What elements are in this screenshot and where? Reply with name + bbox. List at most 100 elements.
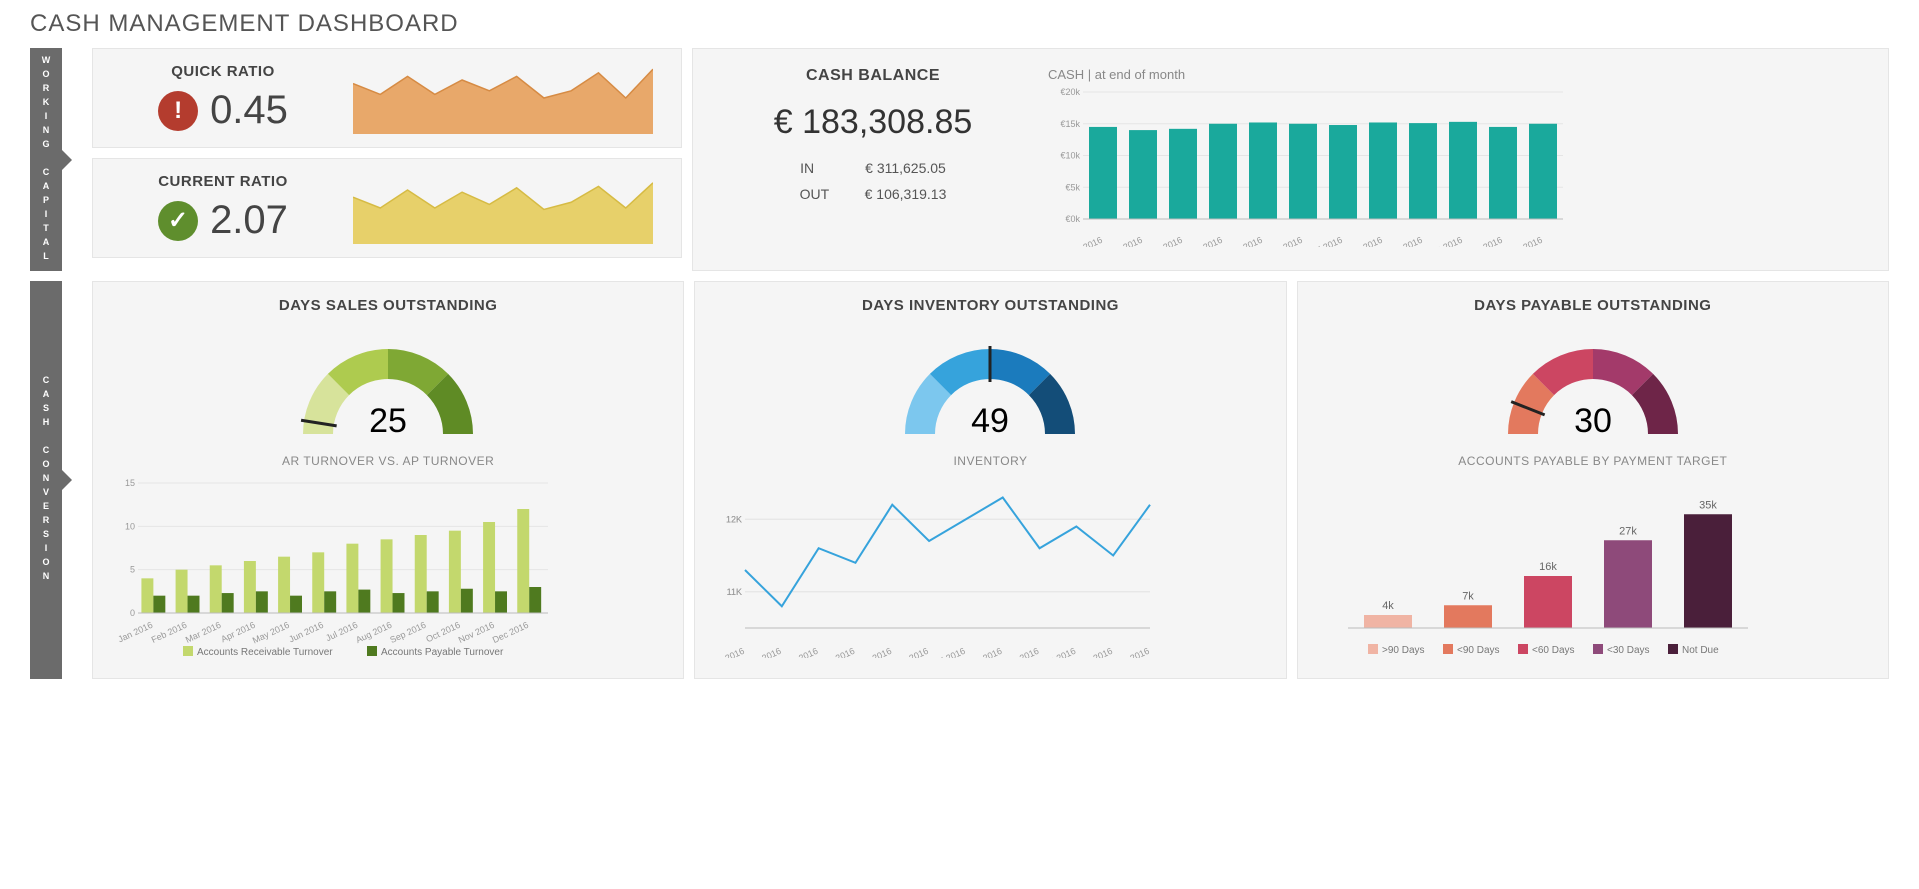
svg-text:Jul 2016: Jul 2016	[932, 646, 967, 658]
svg-text:<90 Days: <90 Days	[1457, 645, 1500, 656]
svg-text:May 2016: May 2016	[1224, 235, 1264, 247]
cash-bar-chart: €0k €5k €10k €15k €20k Jan 2016Feb 2016Mar 20…	[1048, 87, 1568, 247]
svg-text:Mar 2016: Mar 2016	[781, 646, 820, 658]
svg-text:Jun 2016: Jun 2016	[287, 620, 325, 645]
cash-conversion-section: CASH CONVERSION DAYS SALES OUTSTANDING 2…	[30, 281, 1889, 679]
svg-text:€20k: €20k	[1060, 87, 1080, 97]
svg-text:5: 5	[130, 565, 135, 575]
svg-text:Aug 2016: Aug 2016	[965, 646, 1004, 658]
cash-in-value: € 311,625.05	[865, 160, 946, 176]
svg-text:Jul 2016: Jul 2016	[1309, 235, 1344, 247]
svg-text:Not Due: Not Due	[1682, 645, 1719, 656]
quick-ratio-value: 0.45	[210, 88, 288, 133]
current-ratio-title: CURRENT RATIO	[113, 173, 333, 190]
svg-text:10: 10	[125, 521, 135, 531]
svg-text:Dec 2016: Dec 2016	[1505, 235, 1544, 247]
svg-text:€15k: €15k	[1060, 119, 1080, 129]
quick-ratio-card: QUICK RATIO ! 0.45	[92, 48, 682, 148]
dpo-subtitle: ACCOUNTS PAYABLE BY PAYMENT TARGET	[1318, 454, 1868, 468]
dso-title: DAYS SALES OUTSTANDING	[113, 297, 663, 314]
svg-text:4k: 4k	[1382, 600, 1394, 612]
svg-text:30: 30	[1574, 402, 1612, 440]
svg-text:12K: 12K	[726, 514, 742, 524]
dpo-card: DAYS PAYABLE OUTSTANDING 30 ACCOUNTS PAY…	[1297, 281, 1889, 679]
svg-text:Feb 2016: Feb 2016	[150, 620, 189, 645]
cash-out-value: € 106,319.13	[865, 186, 947, 202]
current-ratio-sparkline	[353, 172, 653, 244]
svg-text:May 2016: May 2016	[853, 646, 893, 658]
svg-text:Oct 2016: Oct 2016	[424, 620, 461, 645]
svg-text:35k: 35k	[1699, 499, 1717, 511]
dio-subtitle: INVENTORY	[715, 454, 1265, 468]
svg-text:Accounts Receivable Turnover: Accounts Receivable Turnover	[197, 647, 333, 658]
inventory-line-chart: 11K11K12K12KJan 2016Feb 2016Mar 2016Apr …	[715, 478, 1155, 658]
svg-text:Jun 2016: Jun 2016	[1266, 235, 1304, 247]
quick-ratio-sparkline	[353, 62, 653, 134]
svg-text:7k: 7k	[1462, 590, 1474, 602]
svg-text:Aug 2016: Aug 2016	[354, 620, 393, 645]
svg-text:49: 49	[972, 402, 1010, 440]
check-icon: ✓	[158, 201, 198, 241]
svg-text:<30 Days: <30 Days	[1607, 645, 1650, 656]
svg-text:Apr 2016: Apr 2016	[1187, 235, 1224, 247]
alert-icon: !	[158, 91, 198, 131]
payable-bar-chart: 4k 7k 16k 27k 35k >90 Days <90 Days <60 Days <30…	[1318, 478, 1758, 658]
svg-text:Jan 2016: Jan 2016	[1066, 235, 1104, 247]
svg-text:€5k: €5k	[1065, 182, 1080, 192]
svg-text:Nov 2016: Nov 2016	[1075, 646, 1114, 658]
dio-gauge: 49	[880, 324, 1100, 444]
svg-text:Mar 2016: Mar 2016	[1145, 235, 1184, 247]
svg-text:Dec 2016: Dec 2016	[491, 620, 530, 645]
svg-text:Feb 2016: Feb 2016	[744, 646, 783, 658]
svg-text:Mar 2016: Mar 2016	[184, 620, 223, 645]
cash-out-label: OUT	[800, 186, 840, 202]
dpo-gauge: 30	[1483, 324, 1703, 444]
svg-text:Nov 2016: Nov 2016	[457, 620, 496, 645]
dpo-title: DAYS PAYABLE OUTSTANDING	[1318, 297, 1868, 314]
svg-text:Jan 2016: Jan 2016	[715, 646, 746, 658]
dio-card: DAYS INVENTORY OUTSTANDING 49 INVENTORY …	[694, 281, 1286, 679]
quick-ratio-title: QUICK RATIO	[113, 63, 333, 80]
svg-text:Accounts Payable Turnover: Accounts Payable Turnover	[381, 647, 504, 658]
svg-text:€10k: €10k	[1060, 151, 1080, 161]
svg-text:11K: 11K	[727, 587, 742, 597]
svg-text:>90 Days: >90 Days	[1382, 645, 1425, 656]
working-capital-tab: WORKING CAPITAL	[30, 48, 62, 271]
svg-text:Jun 2016: Jun 2016	[892, 646, 930, 658]
dio-title: DAYS INVENTORY OUTSTANDING	[715, 297, 1265, 314]
svg-text:Feb 2016: Feb 2016	[1105, 235, 1144, 247]
cash-balance-card: CASH BALANCE € 183,308.85 IN € 311,625.05…	[692, 48, 1889, 271]
svg-text:Sep 2016: Sep 2016	[1002, 646, 1041, 658]
dso-subtitle: AR TURNOVER VS. AP TURNOVER	[113, 454, 663, 468]
svg-text:25: 25	[369, 402, 407, 440]
svg-text:Apr 2016: Apr 2016	[819, 646, 856, 658]
svg-text:0: 0	[130, 608, 135, 618]
svg-text:Oct 2016: Oct 2016	[1040, 646, 1077, 658]
dso-card: DAYS SALES OUTSTANDING 25 AR TURNOVER VS…	[92, 281, 684, 679]
ar-ap-turnover-chart: 0 5 10 15 Jan 2016Feb 2016Mar 2016Apr 2016Ma…	[113, 478, 553, 658]
dso-gauge: 25	[278, 324, 498, 444]
cash-balance-value: € 183,308.85	[718, 103, 1028, 142]
svg-text:€0k: €0k	[1065, 214, 1080, 224]
svg-text:Nov 2016: Nov 2016	[1465, 235, 1504, 247]
svg-text:Sep 2016: Sep 2016	[1385, 235, 1424, 247]
svg-text:27k: 27k	[1619, 525, 1637, 537]
dashboard-title: CASH MANAGEMENT DASHBOARD	[30, 10, 1889, 38]
svg-text:Sep 2016: Sep 2016	[388, 620, 427, 645]
svg-text:Aug 2016: Aug 2016	[1345, 235, 1384, 247]
svg-text:Dec 2016: Dec 2016	[1112, 646, 1151, 658]
cash-balance-title: CASH BALANCE	[718, 67, 1028, 85]
svg-text:Jul 2016: Jul 2016	[324, 620, 359, 643]
cash-in-label: IN	[800, 160, 840, 176]
working-capital-section: WORKING CAPITAL QUICK RATIO ! 0.45 CURR	[30, 48, 1889, 271]
svg-text:16k: 16k	[1539, 561, 1557, 573]
svg-text:May 2016: May 2016	[251, 620, 291, 646]
svg-text:Jan 2016: Jan 2016	[116, 620, 154, 645]
current-ratio-card: CURRENT RATIO ✓ 2.07	[92, 158, 682, 258]
current-ratio-value: 2.07	[210, 198, 288, 243]
svg-text:Oct 2016: Oct 2016	[1427, 235, 1464, 247]
svg-text:15: 15	[125, 478, 135, 488]
svg-text:<60 Days: <60 Days	[1532, 645, 1575, 656]
svg-text:Apr 2016: Apr 2016	[219, 620, 256, 645]
cash-chart-title: CASH | at end of month	[1048, 67, 1863, 82]
